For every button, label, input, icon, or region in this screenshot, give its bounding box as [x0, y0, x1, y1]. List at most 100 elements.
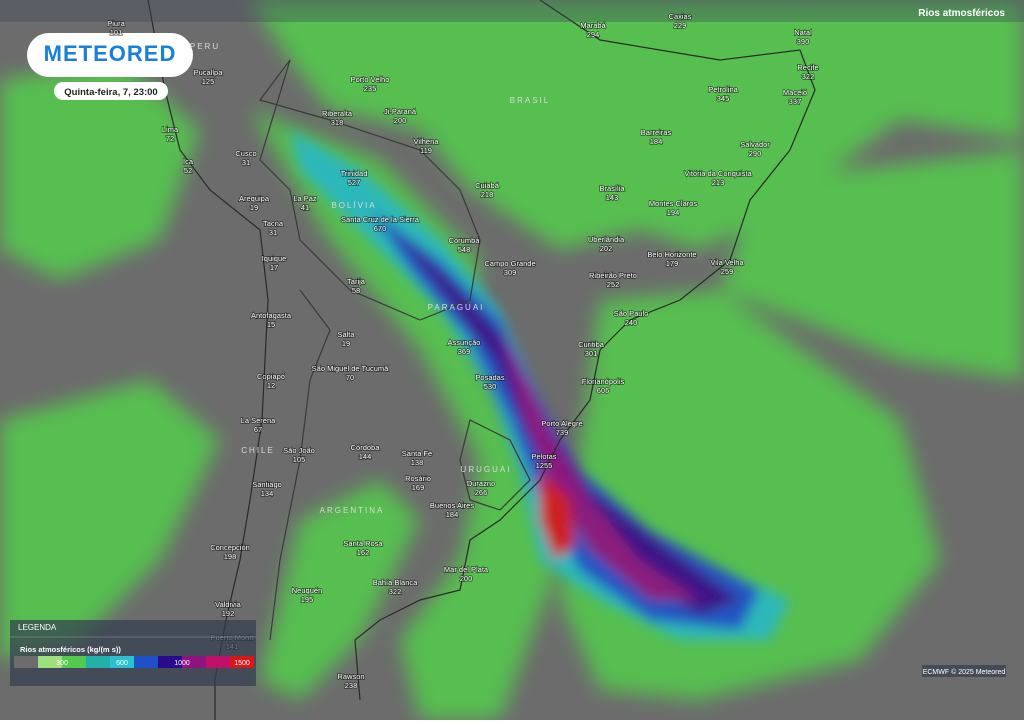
city-name: Vilhena — [414, 137, 440, 146]
city-name: Piura — [107, 19, 125, 28]
city-value: 202 — [600, 244, 613, 253]
city-value: 67 — [254, 425, 262, 434]
city-value: 169 — [412, 483, 425, 492]
city-name: Cuiabá — [475, 181, 500, 190]
city-value: 530 — [484, 382, 497, 391]
city-value: 369 — [458, 347, 471, 356]
city-name: Valdivia — [215, 600, 242, 609]
city-value: 52 — [184, 166, 192, 175]
city-name: São Miguel de Tucumã — [312, 364, 390, 373]
city-name: Salvador — [740, 140, 770, 149]
country-label: URUGUAI — [461, 465, 512, 474]
city-value: 294 — [587, 30, 600, 39]
city-value: 318 — [331, 118, 344, 127]
city-name: Caxias — [669, 12, 692, 21]
legend: LEGENDA Rios atmosféricos (kg/(m s)) 300… — [10, 620, 256, 686]
city-name: Tarija — [347, 277, 366, 286]
city-value: 200 — [394, 116, 407, 125]
legend-swatch — [14, 656, 38, 668]
city-name: Arequipa — [239, 194, 270, 203]
legend-swatch — [134, 656, 158, 668]
legend-tick: 600 — [116, 660, 128, 667]
city-value: 345 — [717, 94, 730, 103]
city-value: 12 — [267, 381, 275, 390]
city-name: Copiapó — [257, 372, 285, 381]
layer-name: Rios atmosféricos — [918, 8, 1005, 19]
country-label: BOLÍVIA — [331, 201, 376, 210]
date-badge — [54, 82, 168, 100]
city-value: 322 — [802, 72, 815, 81]
city-value: 390 — [797, 37, 810, 46]
city-value: 200 — [460, 574, 473, 583]
city-value: 198 — [224, 552, 237, 561]
legend-swatch — [38, 656, 62, 668]
city-name: Neuquén — [292, 586, 322, 595]
city-value: 238 — [345, 681, 358, 690]
city-name: Uberlândia — [588, 235, 625, 244]
labels: PERU BRASIL BOLÍVIA PARAGUAI URUGUAI ARGENTIN… — [106, 11, 819, 691]
city-name: Córdoba — [351, 443, 381, 452]
city-value: 1255 — [536, 461, 553, 470]
city-value: 31 — [269, 228, 277, 237]
city-value: 213 — [712, 178, 725, 187]
city-value: 548 — [458, 245, 471, 254]
city-value: 70 — [346, 373, 354, 382]
city-name: Barreiras — [641, 128, 672, 137]
city-name: Lima — [162, 125, 179, 134]
city-value: 184 — [446, 510, 459, 519]
top-bar — [0, 0, 1024, 22]
city-name: Pelotas — [531, 452, 556, 461]
city-value: 119 — [420, 146, 432, 155]
datetime: Quinta-feira, 7, 23:00 — [64, 87, 157, 98]
city-value: 138 — [411, 458, 424, 467]
city-value: 58 — [352, 286, 360, 295]
logo: METEORED — [44, 41, 177, 66]
city-name: Trinidad — [341, 169, 368, 178]
city-name: São João — [283, 446, 315, 455]
city-name: Marabá — [580, 21, 606, 30]
city-name: Riberalta — [322, 109, 353, 118]
legend-swatch — [86, 656, 110, 668]
city-value: 144 — [359, 452, 372, 461]
city-value: 322 — [389, 587, 402, 596]
city-name: Montes Claros — [649, 199, 698, 208]
city-value: 290 — [749, 149, 762, 158]
city-name: Cusco — [235, 149, 256, 158]
city-value: 309 — [504, 268, 517, 277]
city-name: Rawson — [337, 672, 364, 681]
city-name: Ica — [183, 157, 194, 166]
city-name: Natal — [794, 28, 812, 37]
legend-swatch — [158, 656, 182, 668]
city-name: Salta — [337, 330, 355, 339]
credit: ECMWF © 2025 Meteored — [923, 668, 1006, 676]
city-value: 101 — [110, 28, 123, 37]
legend-swatch — [230, 656, 254, 668]
city-name: Concepción — [210, 543, 250, 552]
city-value: 143 — [606, 193, 619, 202]
city-value: 19 — [342, 339, 350, 348]
city-value: 259 — [721, 267, 734, 276]
city-value: 527 — [348, 178, 361, 187]
city-value: 41 — [301, 203, 309, 212]
city-name: Buenos Aires — [430, 501, 474, 510]
city-name: Porto Velho — [351, 75, 390, 84]
city-name: Santa Rosa — [343, 539, 383, 548]
city-name: Tacna — [263, 219, 284, 228]
legend-swatch — [110, 656, 134, 668]
city-name: Brasília — [599, 184, 625, 193]
legend-swatch — [182, 656, 206, 668]
legend-tick: 300 — [56, 660, 68, 667]
country-label: CHILE — [241, 446, 275, 455]
city-value: 105 — [293, 455, 306, 464]
country-label: BRASIL — [510, 96, 550, 105]
logo-badge — [27, 33, 193, 77]
city-name: Bahía Blanca — [373, 578, 418, 587]
city-name: Campo Grande — [484, 259, 535, 268]
city-name: São Paulo — [614, 309, 649, 318]
city-name: Iquique — [262, 254, 287, 263]
city-value: 162 — [357, 548, 370, 557]
city-name: Ribeirão Preto — [589, 271, 637, 280]
city-value: 195 — [301, 595, 314, 604]
